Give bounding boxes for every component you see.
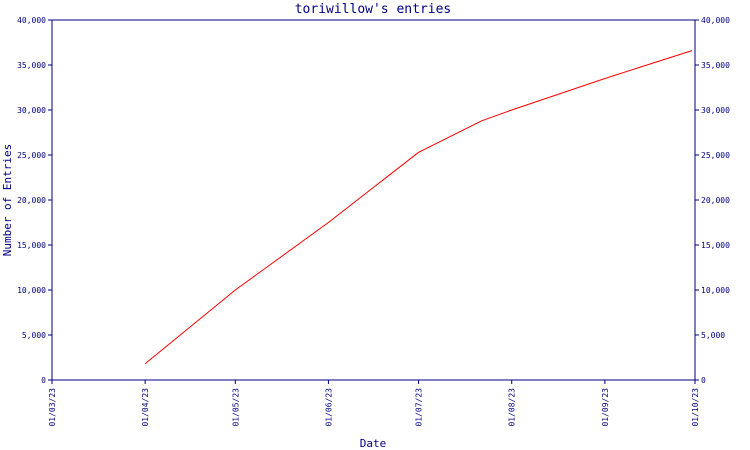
series-layer (144, 50, 693, 365)
plot-frame (51, 19, 696, 381)
y-tick-label-right: 0 (701, 376, 706, 385)
y-tick-label-right: 5,000 (701, 331, 725, 340)
x-tick-label: 01/06/23 (324, 388, 333, 427)
y-tick-label-left: 20,000 (17, 196, 46, 205)
y-tick-label-left: 0 (41, 376, 46, 385)
x-tick-label: 01/09/23 (601, 388, 610, 427)
x-tick-label: 01/07/23 (415, 388, 424, 427)
x-axis: 01/03/23 01/04/23 01/05/23 01/06/23 01/07/23… (48, 380, 700, 427)
y-tick-label-left: 25,000 (17, 151, 46, 160)
y-tick-label-right: 20,000 (701, 196, 730, 205)
y-tick-label-right: 30,000 (701, 106, 730, 115)
y-tick-label-right: 10,000 (701, 286, 730, 295)
y-axis-left: 0 5,000 10,000 15,000 20,000 25,000 30,000 35,0… (17, 16, 52, 385)
x-tick-label: 01/08/23 (508, 388, 517, 427)
y-axis-right: 0 5,000 10,000 15,000 20,000 25,000 30,000 35,0… (695, 16, 730, 385)
chart-title: toriwillow's entries (295, 2, 452, 17)
y-tick-label-left: 15,000 (17, 241, 46, 250)
y-tick-label-left: 10,000 (17, 286, 46, 295)
y-tick-label-right: 25,000 (701, 151, 730, 160)
y-tick-label-left: 35,000 (17, 61, 46, 70)
y-tick-label-right: 15,000 (701, 241, 730, 250)
y-tick-label-left: 30,000 (17, 106, 46, 115)
y-tick-label-left: 40,000 (17, 16, 46, 25)
y-tick-label-right: 40,000 (701, 16, 730, 25)
x-tick-label: 01/05/23 (231, 388, 240, 427)
series-line (144, 50, 693, 365)
x-tick-label: 01/04/23 (141, 388, 150, 427)
x-tick-label: 01/03/23 (48, 388, 57, 427)
x-tick-label: 01/10/23 (691, 388, 700, 427)
y-tick-label-left: 5,000 (22, 331, 46, 340)
x-axis-title: Date (360, 437, 387, 450)
y-tick-label-right: 35,000 (701, 61, 730, 70)
y-axis-title: Number of Entries (1, 144, 14, 257)
